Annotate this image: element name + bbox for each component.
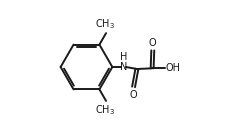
Text: O: O: [148, 38, 156, 48]
Text: O: O: [129, 90, 137, 100]
Text: H: H: [119, 52, 127, 62]
Text: N: N: [119, 62, 127, 72]
Text: OH: OH: [165, 63, 180, 73]
Text: CH$_3$: CH$_3$: [95, 17, 115, 31]
Text: CH$_3$: CH$_3$: [95, 103, 115, 117]
